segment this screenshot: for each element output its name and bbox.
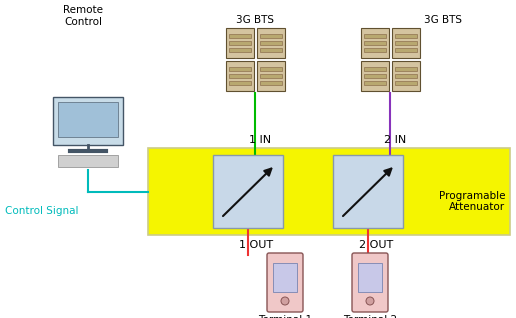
FancyBboxPatch shape <box>225 28 253 58</box>
Text: 2 IN: 2 IN <box>384 135 406 145</box>
FancyBboxPatch shape <box>260 41 282 45</box>
FancyBboxPatch shape <box>229 48 250 52</box>
Text: 1 IN: 1 IN <box>249 135 271 145</box>
FancyBboxPatch shape <box>148 148 510 235</box>
FancyBboxPatch shape <box>363 48 385 52</box>
FancyBboxPatch shape <box>229 34 250 38</box>
FancyBboxPatch shape <box>363 74 385 78</box>
FancyBboxPatch shape <box>395 81 416 85</box>
FancyBboxPatch shape <box>58 155 118 167</box>
FancyBboxPatch shape <box>352 253 388 312</box>
FancyBboxPatch shape <box>256 61 284 91</box>
FancyBboxPatch shape <box>260 74 282 78</box>
FancyBboxPatch shape <box>392 61 420 91</box>
FancyBboxPatch shape <box>267 253 303 312</box>
FancyBboxPatch shape <box>361 61 389 91</box>
FancyBboxPatch shape <box>363 34 385 38</box>
FancyBboxPatch shape <box>363 81 385 85</box>
FancyBboxPatch shape <box>229 74 250 78</box>
FancyBboxPatch shape <box>229 41 250 45</box>
Text: Programable
Attenuator: Programable Attenuator <box>439 191 505 212</box>
Text: 1 OUT: 1 OUT <box>239 240 273 250</box>
FancyBboxPatch shape <box>260 34 282 38</box>
Text: 3G BTS: 3G BTS <box>236 15 274 25</box>
FancyBboxPatch shape <box>273 263 297 292</box>
FancyBboxPatch shape <box>395 74 416 78</box>
Text: Terminal 2: Terminal 2 <box>343 315 397 318</box>
FancyBboxPatch shape <box>363 41 385 45</box>
FancyBboxPatch shape <box>395 48 416 52</box>
FancyBboxPatch shape <box>229 67 250 71</box>
FancyBboxPatch shape <box>333 155 403 228</box>
FancyBboxPatch shape <box>395 67 416 71</box>
FancyBboxPatch shape <box>358 263 382 292</box>
FancyBboxPatch shape <box>58 102 118 137</box>
Circle shape <box>281 297 289 305</box>
FancyBboxPatch shape <box>225 61 253 91</box>
FancyBboxPatch shape <box>361 28 389 58</box>
FancyBboxPatch shape <box>260 81 282 85</box>
FancyBboxPatch shape <box>395 34 416 38</box>
Text: Terminal 1: Terminal 1 <box>258 315 312 318</box>
FancyBboxPatch shape <box>229 81 250 85</box>
Text: Remote
Control: Remote Control <box>63 5 103 27</box>
FancyBboxPatch shape <box>363 67 385 71</box>
Text: Control Signal: Control Signal <box>5 206 78 217</box>
FancyBboxPatch shape <box>260 67 282 71</box>
FancyBboxPatch shape <box>53 97 123 145</box>
FancyBboxPatch shape <box>213 155 283 228</box>
Text: 3G BTS: 3G BTS <box>424 15 461 25</box>
FancyBboxPatch shape <box>392 28 420 58</box>
Text: 2 OUT: 2 OUT <box>359 240 393 250</box>
FancyBboxPatch shape <box>256 28 284 58</box>
Circle shape <box>366 297 374 305</box>
FancyBboxPatch shape <box>395 41 416 45</box>
FancyBboxPatch shape <box>260 48 282 52</box>
